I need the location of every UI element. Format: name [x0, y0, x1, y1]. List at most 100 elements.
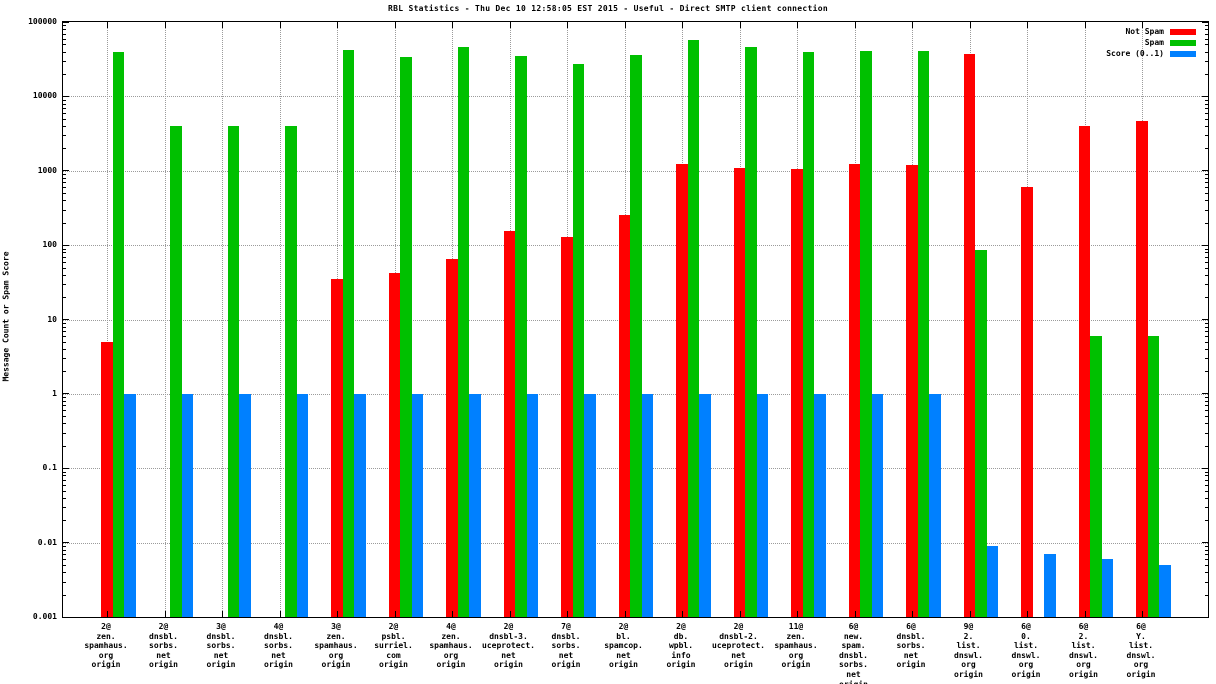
y-major-tick — [63, 21, 69, 23]
y-minor-tick — [63, 222, 66, 224]
y-minor-tick — [1205, 322, 1208, 324]
bar-not-spam — [848, 163, 861, 617]
y-minor-tick — [1205, 410, 1208, 412]
y-tick-label: 0.1 — [42, 463, 57, 473]
y-minor-tick — [63, 267, 66, 269]
x-major-tick — [509, 611, 511, 617]
bar-score-0-1 — [871, 393, 884, 617]
x-axis-category-label: 11@ zen. spamhaus. org origin — [774, 622, 818, 670]
bar-not-spam — [618, 214, 631, 617]
x-major-tick — [452, 22, 453, 28]
bar-score-0-1 — [181, 393, 194, 617]
bar-score-0-1 — [354, 393, 366, 617]
bar-not-spam — [446, 259, 458, 617]
y-minor-tick — [1205, 546, 1208, 548]
bar-not-spam — [1136, 121, 1148, 617]
y-minor-tick — [1205, 182, 1208, 184]
y-minor-tick — [1205, 581, 1208, 583]
bar-spam — [917, 50, 930, 617]
y-major-tick — [1202, 244, 1208, 246]
bar-spam — [745, 47, 757, 617]
y-minor-tick — [63, 594, 66, 596]
y-tick-label: 1 — [52, 388, 57, 398]
y-minor-tick — [1205, 103, 1208, 105]
x-axis-category-label: 2@ bl. spamcop. net origin — [604, 622, 643, 670]
y-minor-tick — [63, 423, 66, 425]
x-major-tick — [1084, 611, 1086, 617]
legend-swatch-score-0-1 — [1170, 50, 1196, 57]
bar-score-0-1 — [986, 546, 999, 617]
y-minor-tick — [63, 284, 66, 285]
y-major-tick — [1202, 319, 1208, 320]
y-tick-label: 1000 — [37, 165, 57, 175]
bar-score-0-1 — [699, 393, 711, 617]
y-minor-tick — [63, 520, 66, 522]
y-minor-tick — [1205, 432, 1208, 434]
x-axis-category-label: 6@ 2. list. dnswl. org origin — [1069, 622, 1098, 679]
x-gridline — [222, 22, 223, 617]
y-minor-tick — [1205, 261, 1208, 263]
bar-spam — [572, 64, 585, 617]
bar-not-spam — [101, 341, 113, 617]
x-major-tick — [107, 611, 108, 617]
x-axis-category-label: 7@ dnsbl. sorbs. net origin — [551, 622, 581, 670]
y-minor-tick — [1205, 554, 1208, 556]
y-minor-tick — [63, 416, 66, 418]
bar-score-0-1 — [239, 393, 251, 617]
legend-label: Not Spam — [1125, 27, 1164, 36]
y-tick-label: 10 — [47, 314, 57, 324]
x-axis-category-label: 9@ 2. list. dnswl. org origin — [954, 622, 983, 679]
y-minor-tick — [63, 410, 66, 412]
y-minor-tick — [1205, 475, 1208, 477]
bar-spam — [112, 51, 125, 617]
y-minor-tick — [1205, 33, 1208, 35]
y-minor-tick — [63, 445, 66, 447]
y-tick-label: 100000 — [28, 17, 57, 26]
y-minor-tick — [1205, 397, 1208, 399]
y-minor-tick — [1205, 38, 1208, 40]
x-axis-category-label: 2@ db. wpbl. info origin — [666, 622, 696, 670]
bar-score-0-1 — [814, 393, 826, 617]
x-axis-category-label: 2@ dnsbl. sorbs. net origin — [149, 622, 178, 670]
x-major-tick — [854, 22, 856, 28]
y-major-tick — [1202, 95, 1208, 97]
y-minor-tick — [63, 490, 66, 492]
y-tick-label: 0.01 — [37, 537, 57, 547]
y-minor-tick — [63, 559, 66, 561]
y-minor-tick — [1205, 423, 1208, 425]
y-major-tick — [63, 95, 69, 97]
legend-swatch-spam — [1170, 39, 1196, 46]
y-minor-tick — [63, 44, 66, 46]
y-minor-tick — [1205, 549, 1208, 551]
y-minor-tick — [63, 471, 66, 473]
y-minor-tick — [1205, 331, 1208, 333]
y-major-tick — [1202, 467, 1208, 469]
bar-not-spam — [1021, 187, 1033, 617]
bar-score-0-1 — [1101, 559, 1114, 617]
y-minor-tick — [1205, 358, 1208, 360]
y-minor-tick — [1205, 490, 1208, 492]
y-minor-tick — [63, 349, 66, 351]
y-minor-tick — [63, 322, 66, 324]
y-minor-tick — [1205, 405, 1208, 407]
bar-not-spam — [561, 236, 573, 617]
bar-spam — [687, 39, 700, 617]
y-minor-tick — [63, 177, 66, 179]
y-minor-tick — [63, 248, 66, 250]
y-minor-tick — [1205, 200, 1208, 202]
y-tick-label: 0.001 — [32, 612, 57, 621]
x-major-tick — [394, 22, 396, 28]
x-major-tick — [739, 611, 741, 617]
y-minor-tick — [63, 432, 66, 434]
x-gridline — [164, 22, 166, 617]
y-minor-tick — [1205, 125, 1208, 127]
x-major-tick — [337, 22, 338, 28]
x-major-tick — [1142, 22, 1143, 28]
y-minor-tick — [63, 497, 66, 499]
x-gridline — [279, 22, 281, 617]
y-minor-tick — [1205, 572, 1208, 574]
x-major-tick — [394, 611, 396, 617]
x-axis-category-label: 3@ zen. spamhaus. org origin — [314, 622, 358, 670]
y-minor-tick — [63, 549, 66, 551]
y-minor-tick — [1205, 135, 1208, 137]
